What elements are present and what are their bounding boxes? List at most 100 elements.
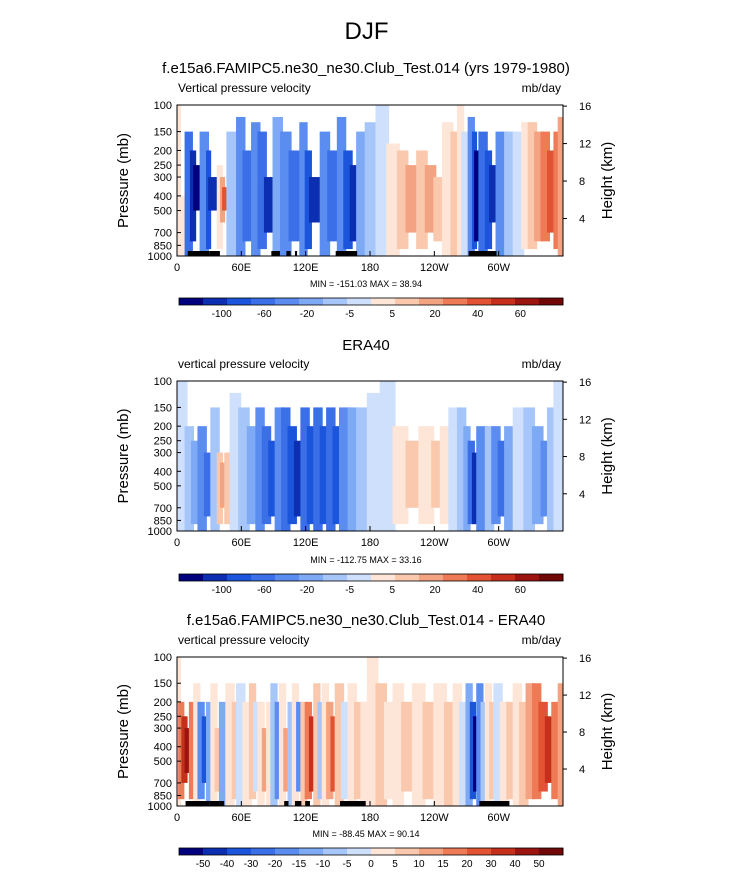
- contour-cell: [222, 187, 230, 211]
- contour-cell: [491, 426, 501, 525]
- chart-units-label: mb/day: [522, 357, 561, 371]
- colorbar-label: 5: [390, 309, 396, 320]
- contour-cell: [178, 701, 185, 800]
- contour-cell: [343, 150, 353, 250]
- colorbar-swatch: [275, 848, 300, 855]
- contour-cell: [521, 122, 531, 250]
- chart-title: f.e15a6.FAMIPC5.ne30_ne30.Club_Test.014 …: [162, 60, 570, 77]
- y-right-axis-title: Height (km): [599, 417, 616, 495]
- colorbar-label: 60: [515, 585, 527, 596]
- contour-cell: [484, 683, 493, 806]
- y-tick-label: 200: [154, 697, 172, 709]
- land-mask: [294, 801, 302, 806]
- colorbar-label: 10: [413, 859, 425, 870]
- contour-cell: [396, 150, 409, 250]
- contour-cell: [191, 440, 201, 525]
- contour-cell: [473, 716, 480, 792]
- contour-cell: [184, 131, 193, 256]
- colorbar-swatch: [323, 574, 348, 581]
- contour-cell: [216, 452, 223, 525]
- contour-cell: [330, 716, 338, 792]
- contour-cell: [347, 407, 360, 531]
- min-max-stats: MIN = -112.75 MAX = 33.16: [310, 555, 421, 565]
- contour-cell: [538, 701, 548, 792]
- contour-cell: [296, 701, 304, 792]
- contour-cell: [546, 150, 557, 233]
- colorbar-swatch: [323, 848, 348, 855]
- contour-field: [177, 105, 563, 256]
- contour-cell: [229, 392, 242, 531]
- contour-cell: [197, 701, 205, 800]
- contour-cell: [210, 407, 220, 531]
- contour-cell: [411, 683, 426, 806]
- contour-cell: [270, 683, 278, 806]
- colorbar-swatch: [395, 298, 420, 305]
- contour-cell: [177, 381, 188, 531]
- contour-cell: [203, 452, 214, 517]
- colorbar-label: 20: [461, 859, 473, 870]
- contour-cell: [288, 150, 303, 242]
- contour-cell: [456, 105, 465, 256]
- contour-cell: [497, 440, 508, 517]
- colorbar-swatch: [371, 298, 396, 305]
- colorbar-label: -10: [316, 859, 331, 870]
- chart-title: f.e15a6.FAMIPC5.ne30_ne30.Club_Test.014 …: [187, 612, 546, 629]
- colorbar-swatch: [443, 574, 468, 581]
- contour-cell: [225, 683, 235, 806]
- colorbar-swatch: [299, 848, 324, 855]
- contour-cell: [480, 701, 488, 806]
- contour-cell: [534, 131, 544, 242]
- contour-cell: [469, 701, 477, 800]
- contour-cell: [476, 683, 484, 806]
- contour-cell: [253, 701, 261, 792]
- contour-cell: [512, 683, 523, 806]
- colorbar-frame: [178, 297, 564, 306]
- colorbar-swatch: [347, 574, 372, 581]
- contour-cell: [188, 701, 197, 800]
- contour-cell: [489, 701, 497, 800]
- colorbar-label: -50: [196, 859, 211, 870]
- contour-cell: [306, 426, 317, 525]
- contour-cell: [338, 407, 351, 531]
- chart-units-label: mb/day: [522, 633, 561, 647]
- colorbar-swatch: [419, 298, 444, 305]
- y-tick-label: 400: [154, 742, 172, 754]
- contour-cell: [308, 716, 317, 792]
- colorbar-swatch: [467, 298, 492, 305]
- contour-cell: [519, 701, 529, 806]
- min-max-stats: MIN = -151.03 MAX = 38.94: [310, 279, 422, 289]
- x-tick-label: 120W: [420, 812, 449, 824]
- contour-cell: [459, 701, 469, 806]
- contour-cell: [299, 122, 308, 256]
- colorbar-label: -5: [345, 585, 354, 596]
- contour-cell: [433, 177, 445, 242]
- y-tick-label: 100: [154, 652, 172, 664]
- contour-cell: [281, 407, 291, 531]
- contour-cell: [287, 701, 295, 806]
- y-tick-label: 500: [154, 206, 172, 218]
- contour-cell: [431, 440, 443, 508]
- contour-cell: [300, 407, 310, 531]
- x-tick-label: 0: [174, 537, 180, 549]
- land-mask: [468, 251, 488, 256]
- contour-cell: [504, 131, 516, 256]
- contour-cell: [467, 440, 475, 525]
- y-tick-label: 200: [154, 145, 172, 157]
- contour-cell: [214, 728, 222, 792]
- y-tick-label: 1000: [148, 801, 172, 813]
- y-tick-label: 300: [154, 172, 172, 184]
- contour-cell: [248, 683, 257, 800]
- contour-cell: [424, 165, 437, 233]
- land-mask: [185, 801, 210, 806]
- land-mask: [284, 801, 289, 806]
- contour-cell: [251, 122, 261, 256]
- colorbar-label: -40: [220, 859, 235, 870]
- contour-cell: [257, 131, 267, 250]
- contour-cell: [512, 131, 525, 256]
- y-tick-label: 850: [154, 790, 172, 802]
- chart-left-label: vertical pressure velocity: [178, 633, 309, 647]
- chart-left-label: Vertical pressure velocity: [178, 81, 311, 95]
- contour-cell: [317, 701, 325, 800]
